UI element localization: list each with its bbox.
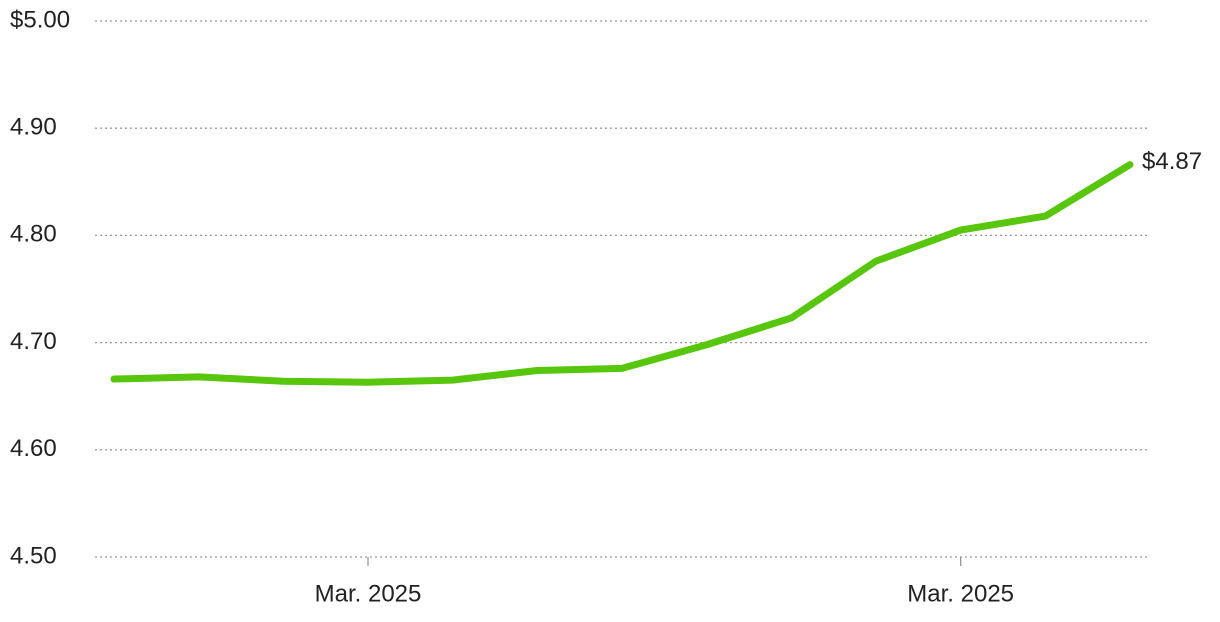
- y-tick-label: 4.60: [10, 435, 57, 462]
- y-tick-label: 4.80: [10, 221, 57, 248]
- x-tick-label: Mar. 2025: [315, 580, 422, 607]
- value-label: $4.87: [1142, 148, 1202, 175]
- y-tick-label: $5.00: [10, 6, 70, 33]
- line-series: [110, 161, 1134, 386]
- y-tick-label: 4.70: [10, 328, 57, 355]
- y-tick-label: 4.90: [10, 114, 57, 141]
- x-tick-label: Mar. 2025: [907, 580, 1014, 607]
- y-tick-label: 4.50: [10, 542, 57, 569]
